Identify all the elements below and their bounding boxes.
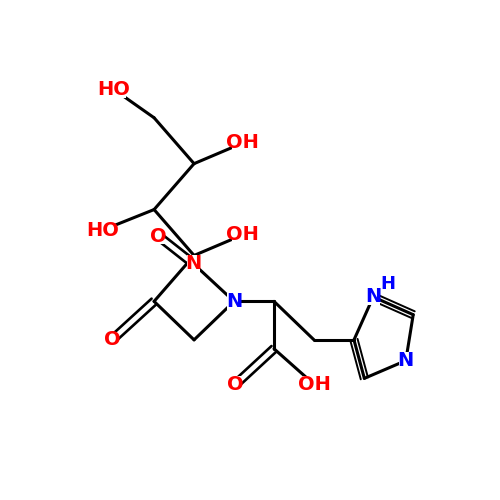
FancyBboxPatch shape <box>399 352 412 368</box>
Text: HO: HO <box>98 80 130 99</box>
FancyBboxPatch shape <box>105 332 118 348</box>
Text: N: N <box>365 288 382 306</box>
FancyBboxPatch shape <box>232 135 254 151</box>
FancyBboxPatch shape <box>90 222 114 238</box>
Text: HO: HO <box>86 221 118 240</box>
FancyBboxPatch shape <box>232 226 254 243</box>
FancyBboxPatch shape <box>102 82 126 98</box>
Text: N: N <box>185 254 202 273</box>
Text: OH: OH <box>226 134 260 152</box>
Text: H: H <box>380 274 396 292</box>
Text: O: O <box>104 330 120 349</box>
FancyBboxPatch shape <box>186 256 200 272</box>
Text: O: O <box>227 375 244 394</box>
FancyBboxPatch shape <box>229 376 242 392</box>
Text: OH: OH <box>298 375 330 394</box>
FancyBboxPatch shape <box>303 376 325 392</box>
FancyBboxPatch shape <box>366 289 380 305</box>
Text: OH: OH <box>226 225 260 244</box>
Text: N: N <box>398 351 414 370</box>
FancyBboxPatch shape <box>228 293 240 310</box>
FancyBboxPatch shape <box>152 228 165 244</box>
Text: N: N <box>226 292 242 311</box>
Text: O: O <box>150 226 167 246</box>
